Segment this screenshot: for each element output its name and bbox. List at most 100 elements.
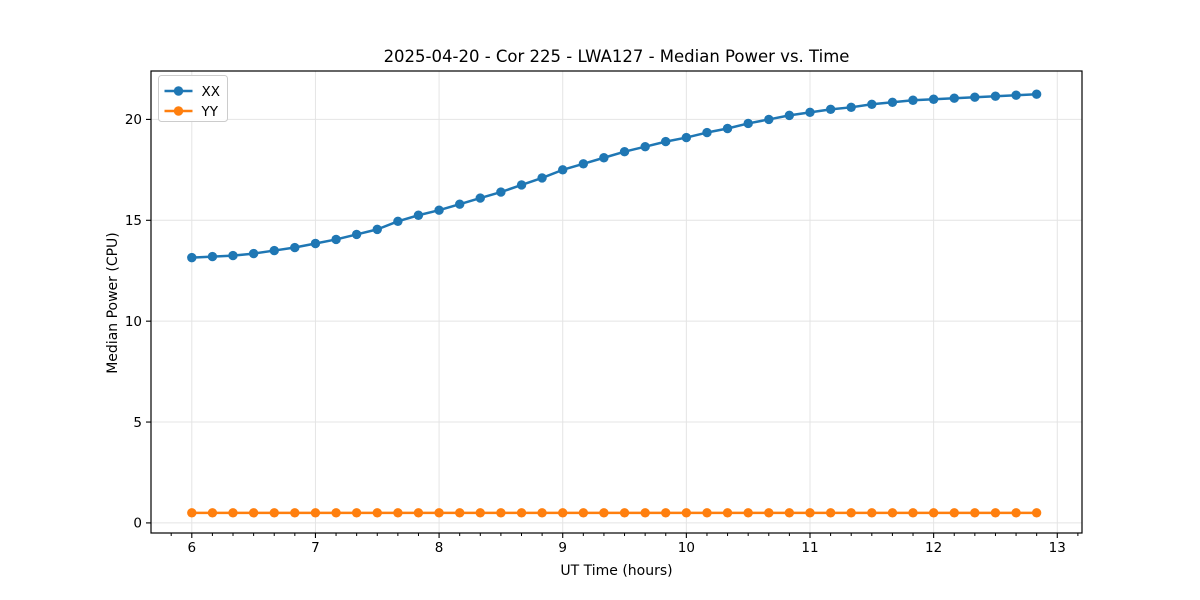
series-marker-yy — [805, 508, 815, 518]
y-tick-label: 10 — [125, 314, 142, 330]
x-tick-label: 13 — [1049, 540, 1066, 556]
series-marker-xx — [187, 252, 197, 263]
series-marker-xx — [805, 107, 815, 118]
series-marker-yy — [537, 508, 547, 518]
y-tick-label: 20 — [125, 112, 142, 128]
series-marker-xx — [887, 97, 898, 107]
series-marker-xx — [372, 224, 382, 235]
series-marker-yy — [413, 508, 424, 518]
series-marker-yy — [970, 508, 980, 518]
series-marker-yy — [434, 508, 444, 518]
series-marker-xx — [908, 95, 918, 105]
series-marker-yy — [1011, 508, 1021, 518]
series-marker-yy — [578, 508, 589, 518]
series-marker-xx — [351, 229, 362, 240]
series-marker-xx — [990, 91, 1001, 101]
series-marker-yy — [722, 508, 733, 518]
series-marker-xx — [310, 238, 321, 249]
series-marker-xx — [743, 118, 753, 129]
series-marker-xx — [661, 136, 671, 147]
series-marker-xx — [928, 94, 939, 104]
series-marker-yy — [764, 508, 774, 518]
series-marker-xx — [455, 199, 465, 209]
series-marker-yy — [372, 508, 382, 518]
series-marker-yy — [228, 508, 238, 518]
series-marker-yy — [516, 508, 527, 518]
series-marker-xx — [949, 93, 959, 103]
series-marker-yy — [681, 508, 692, 518]
series-marker-xx — [537, 173, 547, 183]
x-tick-label: 10 — [678, 540, 695, 556]
series-marker-yy — [207, 508, 218, 518]
series-marker-xx — [1031, 89, 1042, 99]
series-marker-xx — [619, 146, 630, 157]
series-marker-yy — [187, 508, 197, 518]
x-tick-label: 6 — [188, 540, 197, 556]
series-marker-xx — [846, 102, 856, 113]
series-marker-xx — [248, 248, 259, 259]
series-marker-yy — [846, 508, 856, 518]
series-marker-xx — [722, 123, 733, 134]
series-marker-yy — [949, 508, 959, 518]
series-marker-xx — [681, 132, 692, 143]
y-tick-label: 15 — [125, 213, 142, 229]
legend-label-xx: XX — [202, 84, 221, 100]
series-marker-yy — [661, 508, 671, 518]
series-marker-yy — [475, 508, 485, 518]
series-marker-xx — [867, 99, 877, 109]
x-tick-label: 9 — [558, 540, 567, 556]
series-marker-xx — [558, 165, 568, 175]
plot-spines — [150, 70, 1083, 534]
x-tick-label: 12 — [925, 540, 942, 556]
series-marker-xx — [970, 92, 980, 102]
series-marker-yy — [640, 508, 650, 518]
series-marker-yy — [784, 508, 795, 518]
series-marker-yy — [310, 508, 321, 518]
series-marker-xx — [578, 159, 589, 169]
series-marker-xx — [764, 114, 774, 125]
series-marker-xx — [434, 205, 444, 215]
legend-marker-yy — [173, 106, 184, 116]
series-marker-yy — [990, 508, 1001, 518]
x-tick-label: 7 — [311, 540, 320, 556]
y-tick-label: 0 — [133, 516, 142, 532]
series-marker-yy — [908, 508, 918, 518]
series-marker-yy — [331, 508, 341, 518]
series-marker-yy — [867, 508, 877, 518]
series-marker-xx — [331, 234, 341, 245]
series-marker-xx — [702, 127, 712, 138]
series-marker-yy — [599, 508, 609, 518]
series-marker-xx — [475, 193, 485, 203]
series-marker-yy — [1031, 508, 1042, 518]
series-marker-xx — [393, 216, 403, 227]
series-marker-yy — [496, 508, 506, 518]
series-marker-yy — [290, 508, 300, 518]
series-marker-xx — [269, 245, 279, 256]
legend-marker-xx — [173, 86, 184, 96]
y-tick-label: 5 — [133, 415, 142, 431]
series-marker-yy — [558, 508, 568, 518]
series-line-xx — [191, 92, 1037, 259]
series-marker-xx — [290, 242, 300, 253]
series-marker-yy — [248, 508, 259, 518]
series-marker-xx — [413, 210, 424, 220]
series-marker-yy — [928, 508, 939, 518]
series-marker-yy — [702, 508, 712, 518]
series-marker-yy — [351, 508, 362, 518]
series-marker-yy — [743, 508, 753, 518]
chart-title: 2025-04-20 - Cor 225 - LWA127 - Median P… — [383, 47, 850, 66]
series-marker-xx — [496, 187, 506, 197]
legend-label-yy: YY — [201, 104, 219, 120]
x-tick-label: 11 — [801, 540, 818, 556]
series-marker-xx — [599, 153, 609, 163]
series-marker-xx — [516, 180, 527, 190]
x-tick-label: 8 — [435, 540, 444, 556]
series-marker-yy — [825, 508, 836, 518]
series-marker-xx — [784, 110, 795, 121]
series-marker-xx — [1011, 90, 1021, 100]
series-marker-xx — [228, 250, 238, 261]
series-marker-yy — [619, 508, 630, 518]
series-marker-xx — [825, 104, 836, 115]
